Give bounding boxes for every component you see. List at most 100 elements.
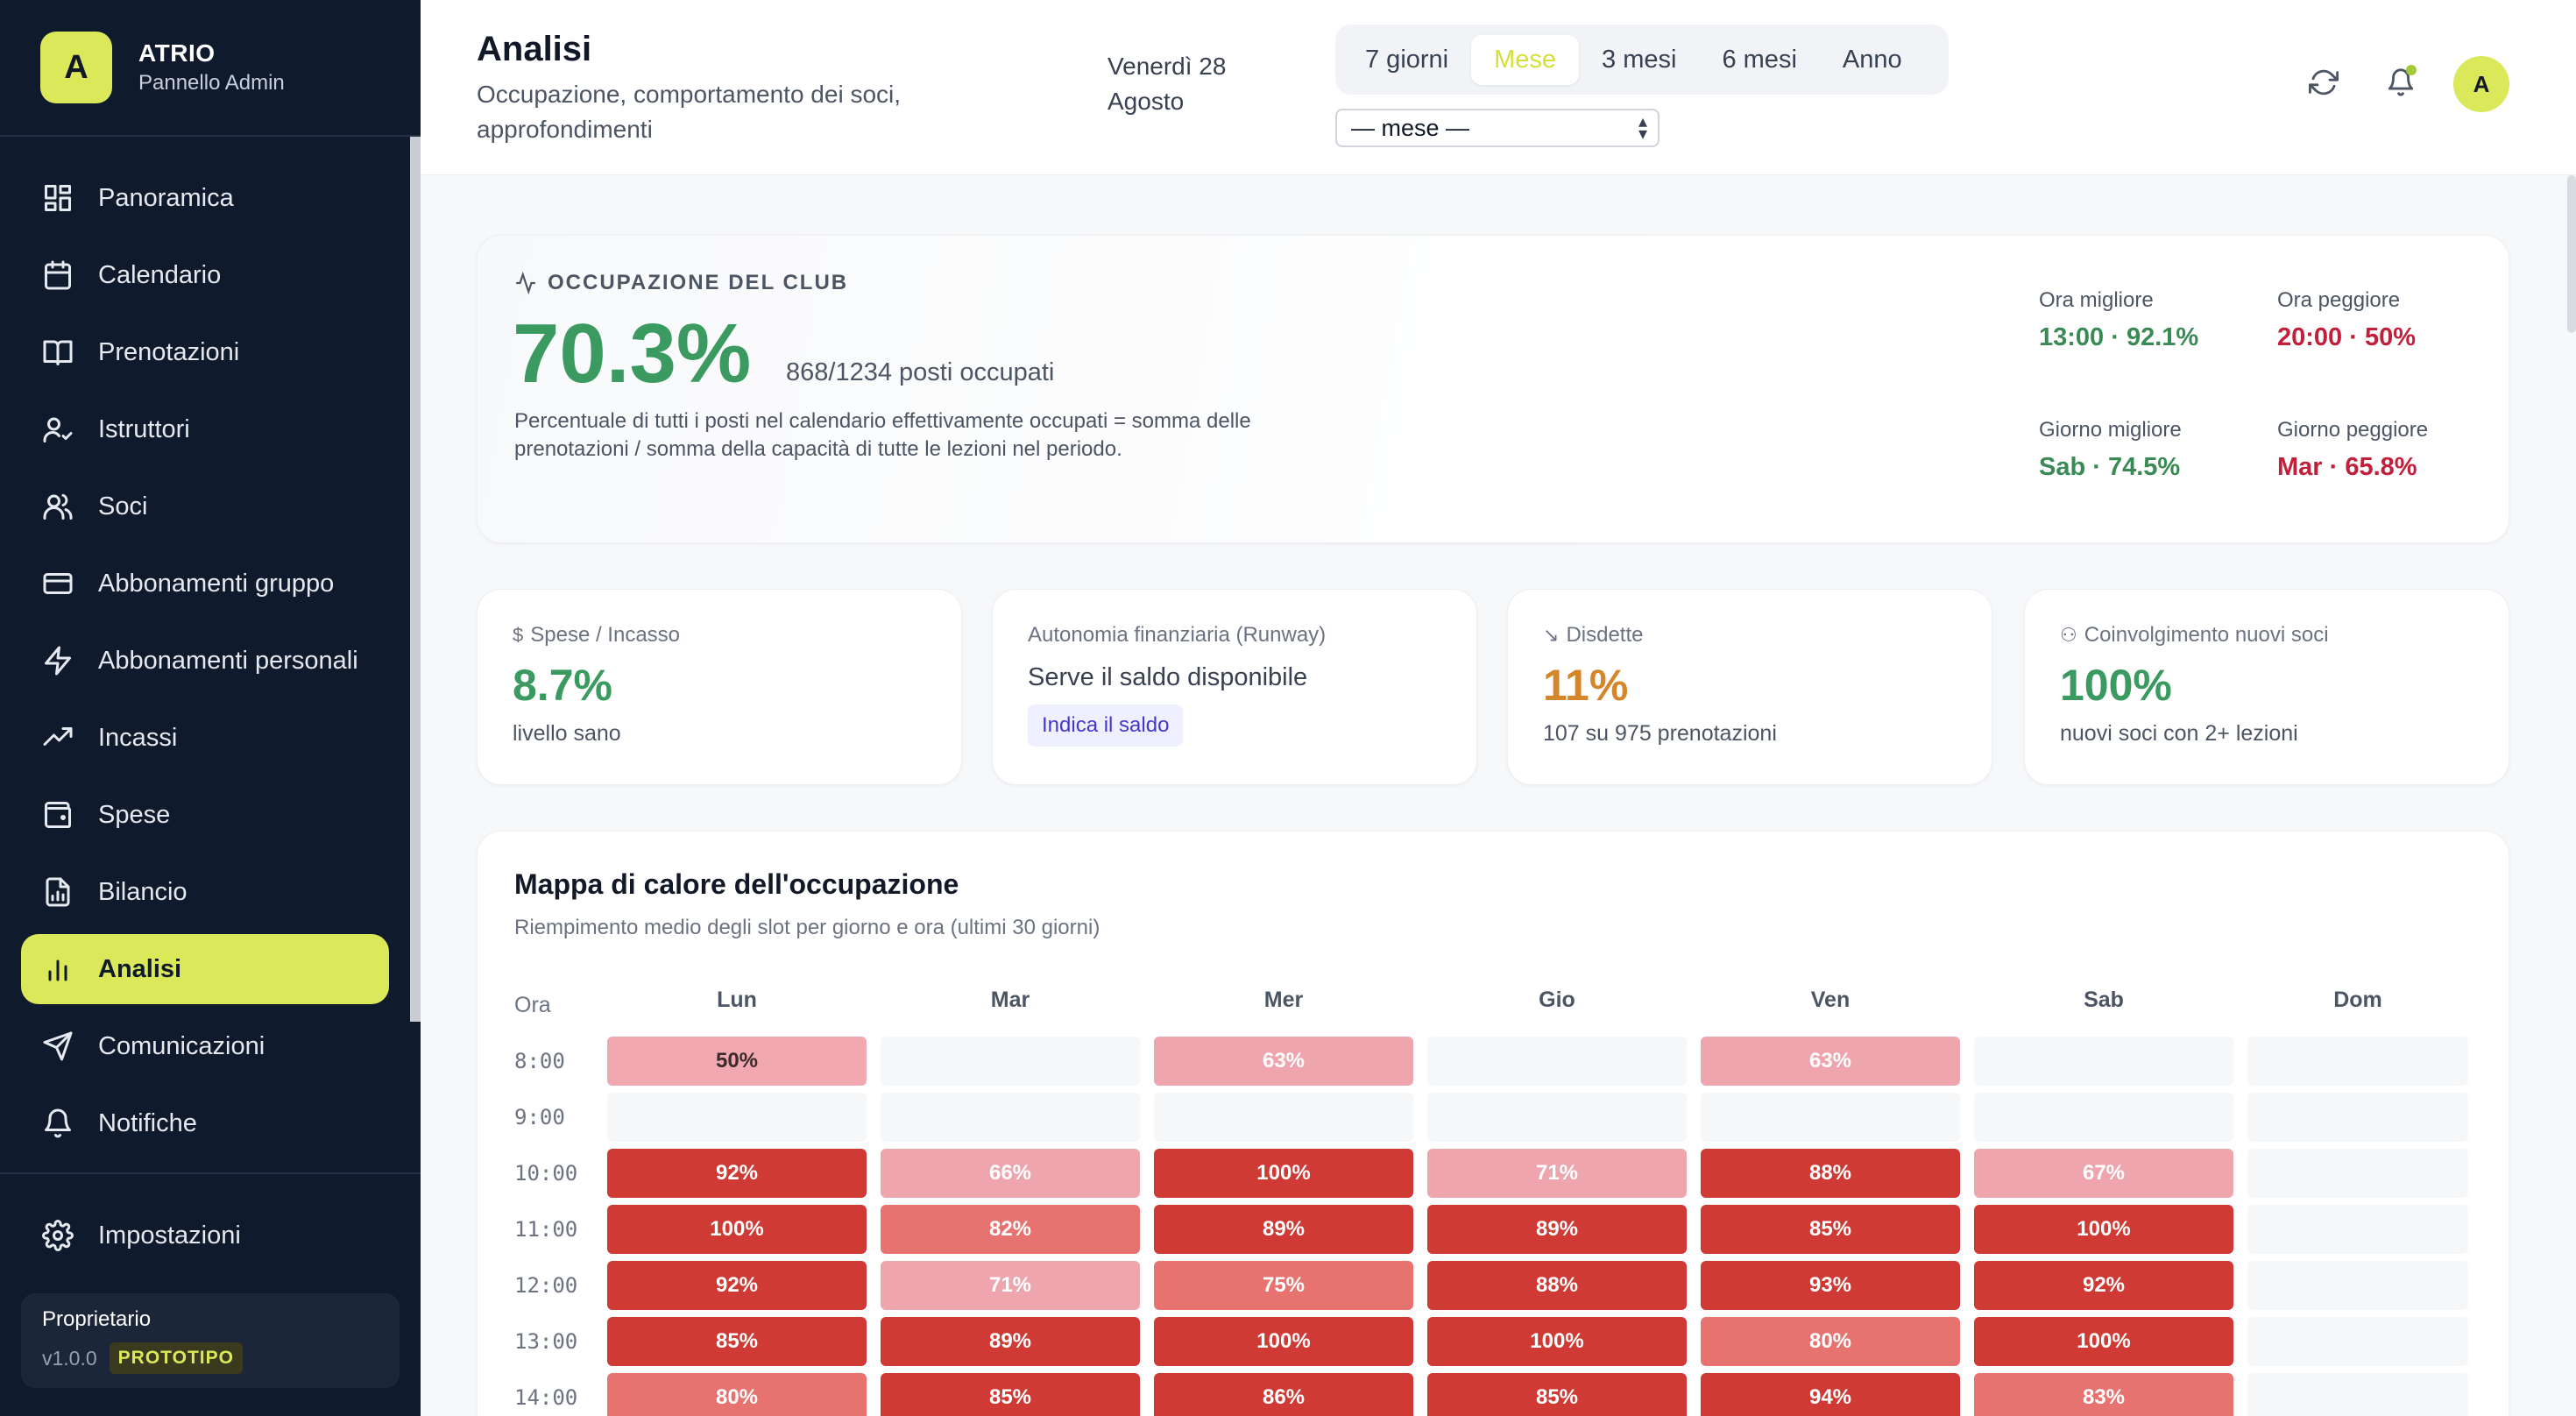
heatmap-cell[interactable]: 100% <box>1154 1317 1413 1366</box>
sidebar: A ATRIO Pannello Admin Panoramica Calend… <box>0 0 421 1416</box>
range-6-mesi[interactable]: 6 mesi <box>1722 45 1797 74</box>
heatmap-cell[interactable]: 89% <box>881 1317 1140 1366</box>
sidebar-item-soci[interactable]: Soci <box>21 471 389 542</box>
heatmap-hour-label: 14:00 <box>514 1385 578 1410</box>
heatmap-cell[interactable]: 66% <box>881 1149 1140 1198</box>
heatmap-cell[interactable]: 100% <box>1154 1149 1413 1198</box>
occupancy-description: Percentuale di tutti i posti nel calenda… <box>514 409 1251 461</box>
heatmap-cell[interactable]: 67% <box>1974 1149 2233 1198</box>
heatmap-cell[interactable]: 89% <box>1154 1205 1413 1254</box>
sidebar-item-spese[interactable]: Spese <box>21 780 389 850</box>
notification-dot <box>2406 65 2417 75</box>
heatmap-cell[interactable] <box>2247 1317 2468 1366</box>
heatmap-hour-label: 13:00 <box>514 1329 578 1354</box>
heatmap-card: Mappa di calore dell'occupazione Riempim… <box>477 831 2509 1416</box>
heatmap-cell[interactable] <box>1427 1037 1687 1086</box>
sidebar-item-impostazioni[interactable]: Impostazioni <box>21 1200 389 1271</box>
occupancy-seats: 868/1234 posti occupati <box>786 358 1055 386</box>
heatmap-cell[interactable]: 88% <box>1701 1149 1960 1198</box>
heatmap-cell[interactable]: 92% <box>1974 1261 2233 1310</box>
heatmap-cell[interactable]: 83% <box>1974 1373 2233 1416</box>
heatmap-cell[interactable]: 92% <box>607 1149 867 1198</box>
heatmap-cell[interactable]: 85% <box>881 1373 1140 1416</box>
sidebar-item-label: Prenotazioni <box>98 337 240 366</box>
range-7-giorni[interactable]: 7 giorni <box>1365 45 1449 74</box>
heatmap-cell[interactable] <box>881 1093 1140 1142</box>
set-balance-button[interactable]: Indica il saldo <box>1028 704 1184 747</box>
heatmap-cell[interactable]: 89% <box>1427 1205 1687 1254</box>
heatmap-cell[interactable]: 71% <box>1427 1149 1687 1198</box>
sidebar-item-calendario[interactable]: Calendario <box>21 240 389 310</box>
sidebar-item-label: Bilancio <box>98 877 188 906</box>
sidebar-item-prenotazioni[interactable]: Prenotazioni <box>21 317 389 387</box>
kpi-label: Disdette <box>1566 623 1644 647</box>
range-3-mesi[interactable]: 3 mesi <box>1602 45 1677 74</box>
heatmap-cell[interactable]: 85% <box>1701 1205 1960 1254</box>
heatmap-cell[interactable]: 93% <box>1701 1261 1960 1310</box>
heatmap-cell[interactable]: 82% <box>881 1205 1140 1254</box>
heatmap-day-header: Sab <box>2084 988 2124 1012</box>
range-anno[interactable]: Anno <box>1842 45 1902 74</box>
brand-title: ATRIO <box>138 39 216 67</box>
heatmap-subtitle: Riempimento medio degli slot per giorno … <box>514 916 1100 939</box>
page-subtitle: Occupazione, comportamento dei soci, app… <box>477 81 902 143</box>
brand[interactable]: A ATRIO Pannello Admin <box>0 0 421 137</box>
kpi-text: Serve il saldo disponibile <box>1028 663 1308 691</box>
heatmap-cell[interactable]: 100% <box>607 1205 867 1254</box>
heatmap-cell[interactable] <box>1974 1037 2233 1086</box>
month-select[interactable]: — mese — ▴ ▾ <box>1335 109 1660 147</box>
current-date: Venerdì 28 Agosto <box>1108 53 1227 115</box>
heatmap-cell[interactable]: 71% <box>881 1261 1140 1310</box>
best-hour-box: Ora migliore 13:00 · 92.1% <box>2018 269 2233 381</box>
heatmap-cell[interactable] <box>1154 1093 1413 1142</box>
heatmap-cell[interactable]: 85% <box>1427 1373 1687 1416</box>
chevron-up-down-icon: ▴ ▾ <box>1638 112 1647 144</box>
sidebar-item-bilancio[interactable]: Bilancio <box>21 857 389 927</box>
range-mese[interactable]: Mese <box>1471 34 1580 85</box>
wallet-icon <box>40 797 75 832</box>
heatmap-hour-header: Ora <box>514 993 551 1017</box>
sidebar-item-incassi[interactable]: Incassi <box>21 703 389 773</box>
heatmap-cell[interactable]: 80% <box>1701 1317 1960 1366</box>
notification-bell-icon[interactable] <box>2381 63 2420 102</box>
sidebar-item-panoramica[interactable]: Panoramica <box>21 163 389 233</box>
heatmap-cell[interactable]: 85% <box>607 1317 867 1366</box>
owner-box[interactable]: Proprietario v1.0.0 PROTOTIPO <box>21 1293 400 1388</box>
heatmap-cell[interactable] <box>1974 1093 2233 1142</box>
avatar[interactable]: A <box>2453 56 2509 112</box>
sidebar-item-istruttori[interactable]: Istruttori <box>21 394 389 464</box>
heatmap-cell[interactable]: 75% <box>1154 1261 1413 1310</box>
credit-card-icon <box>40 566 75 601</box>
heatmap-cell[interactable]: 63% <box>1701 1037 1960 1086</box>
heatmap-cell[interactable]: 63% <box>1154 1037 1413 1086</box>
heatmap-cell[interactable]: 94% <box>1701 1373 1960 1416</box>
heatmap-cell[interactable] <box>607 1093 867 1142</box>
heatmap-cell[interactable] <box>2247 1149 2468 1198</box>
heatmap-cell[interactable] <box>2247 1373 2468 1416</box>
heatmap-cell[interactable]: 50% <box>607 1037 867 1086</box>
heatmap-cell[interactable]: 100% <box>1974 1317 2233 1366</box>
heatmap-cell[interactable] <box>881 1037 1140 1086</box>
heatmap-cell[interactable]: 100% <box>1427 1317 1687 1366</box>
heatmap-cell[interactable] <box>1701 1093 1960 1142</box>
page-scrollbar[interactable] <box>2567 175 2576 333</box>
sidebar-scrollbar[interactable] <box>410 137 421 1022</box>
heatmap-cell[interactable]: 80% <box>607 1373 867 1416</box>
heatmap-cell[interactable]: 100% <box>1974 1205 2233 1254</box>
refresh-icon[interactable] <box>2304 63 2343 102</box>
heatmap-cell[interactable]: 88% <box>1427 1261 1687 1310</box>
sidebar-item-notifiche[interactable]: Notifiche <box>21 1088 389 1158</box>
heatmap-cell[interactable] <box>1427 1093 1687 1142</box>
brand-logo: A <box>40 32 112 103</box>
heatmap-cell[interactable]: 86% <box>1154 1373 1413 1416</box>
heatmap-cell[interactable]: 92% <box>607 1261 867 1310</box>
heatmap-cell[interactable] <box>2247 1205 2468 1254</box>
sidebar-item-abbonamenti-gruppo[interactable]: Abbonamenti gruppo <box>21 549 389 619</box>
heatmap-cell[interactable] <box>2247 1261 2468 1310</box>
sidebar-item-analisi[interactable]: Analisi <box>21 934 389 1004</box>
sidebar-item-comunicazioni[interactable]: Comunicazioni <box>21 1011 389 1081</box>
kpi-engagement-card: ⚇ Coinvolgimento nuovi soci 100% nuovi so… <box>2024 589 2509 785</box>
heatmap-cell[interactable] <box>2247 1093 2468 1142</box>
heatmap-cell[interactable] <box>2247 1037 2468 1086</box>
sidebar-item-abbonamenti-personali[interactable]: Abbonamenti personali <box>21 626 389 696</box>
